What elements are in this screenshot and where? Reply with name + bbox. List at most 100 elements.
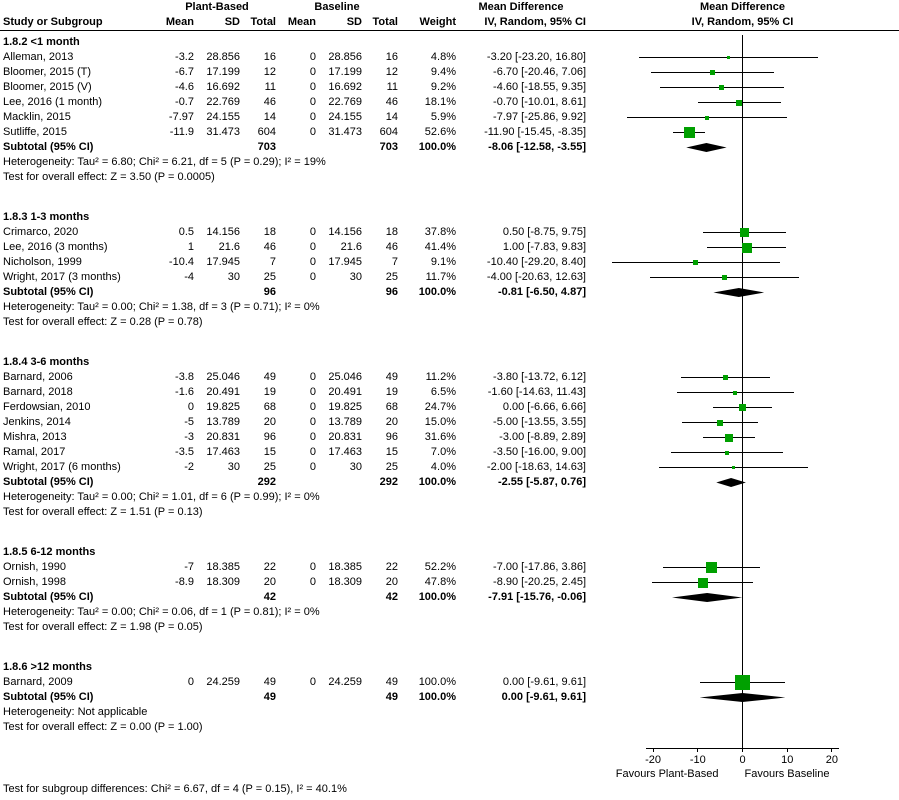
col-weight-header: Weight <box>419 16 456 28</box>
plantbased-total: 46 <box>263 241 276 253</box>
plantbased-mean: -5 <box>184 416 194 428</box>
md-ci-text: -4.60 [-18.55, 9.35] <box>493 81 586 93</box>
empty-cell <box>316 590 362 605</box>
subgroup-label: 1.8.2 <1 month <box>3 36 80 48</box>
plot-cell <box>586 385 899 400</box>
plantbased-sd: 16.692 <box>206 81 240 93</box>
plantbased-total: 46 <box>263 96 276 108</box>
study-name: Macklin, 2015 <box>3 111 71 123</box>
baseline-sd: 13.789 <box>328 416 362 428</box>
baseline-mean: 0 <box>309 576 316 588</box>
axis-tick <box>742 748 743 752</box>
plot-cell <box>586 240 899 255</box>
baseline-mean: 0 <box>309 461 316 473</box>
subtotal-row: Subtotal (95% CI) 292 292 100.0% -2.55 [-5.8… <box>0 475 899 490</box>
baseline-sd: 17.463 <box>328 446 362 458</box>
plot-cell <box>586 50 899 65</box>
plantbased-total: 11 <box>264 81 276 93</box>
plantbased-sd: 30 <box>227 271 240 283</box>
baseline-mean: 0 <box>309 241 316 253</box>
subtotal-weight: 100.0% <box>418 591 456 603</box>
plantbased-sd: 14.156 <box>206 226 240 238</box>
plantbased-total: 16 <box>263 51 276 63</box>
study-row: Bloomer, 2015 (V) -4.6 16.692 11 0 16.692 11 9.… <box>0 80 899 95</box>
weight-value: 7.0% <box>430 446 456 458</box>
md-ci-text: -7.00 [-17.86, 3.86] <box>493 561 586 573</box>
weight-value: 41.4% <box>424 241 456 253</box>
empty-cell <box>194 285 240 300</box>
baseline-mean: 0 <box>309 256 316 268</box>
subgroup-header-row: 1.8.5 6-12 months <box>0 545 899 560</box>
subtotal-md-ci-text: 0.00 [-9.61, 9.61] <box>501 691 586 703</box>
spacer-row <box>0 635 899 660</box>
empty-cell <box>276 690 316 705</box>
baseline-mean: 0 <box>309 66 316 78</box>
baseline-total: 49 <box>385 371 398 383</box>
plantbased-total: 22 <box>263 561 276 573</box>
heterogeneity-text-row: Heterogeneity: Tau² = 6.80; Chi² = 6.21,… <box>0 155 899 170</box>
plot-cell <box>586 690 899 705</box>
effect-square <box>733 390 738 395</box>
plot-cell <box>586 575 899 590</box>
plantbased-mean: -6.7 <box>175 66 194 78</box>
baseline-total: 15 <box>385 446 398 458</box>
plot-cell <box>586 95 899 110</box>
plot-cell <box>586 35 899 50</box>
plantbased-total: 20 <box>263 576 276 588</box>
subtotal-weight: 100.0% <box>418 476 456 488</box>
zero-line <box>742 605 743 620</box>
zero-line <box>742 590 743 605</box>
study-name: Bloomer, 2015 (V) <box>3 81 92 93</box>
axis-area: -20 -10 0 10 20 Favours Plant-Based Favours Ba… <box>586 748 899 782</box>
plantbased-mean: -10.4 <box>168 256 194 268</box>
heterogeneity-text: Heterogeneity: Tau² = 0.00; Chi² = 0.06,… <box>3 606 320 618</box>
overall-effect-text: Test for overall effect: Z = 0.00 (P = 1… <box>3 721 203 733</box>
heterogeneity-text-row: Heterogeneity: Tau² = 0.00; Chi² = 1.38,… <box>0 300 899 315</box>
subtotal-weight: 100.0% <box>418 691 456 703</box>
plot-cell <box>586 505 899 520</box>
study-name: Barnard, 2006 <box>3 371 73 383</box>
col-sd1-header: SD <box>224 16 240 28</box>
study-name: Nicholson, 1999 <box>3 256 82 268</box>
axis-tick-label: -10 <box>689 754 706 766</box>
axis-left-spacer <box>0 748 586 782</box>
plot-cell <box>586 635 899 660</box>
plantbased-sd: 20.831 <box>206 431 240 443</box>
baseline-mean: 0 <box>309 416 316 428</box>
zero-line <box>742 660 743 675</box>
subtotal-baseline-total: 96 <box>385 286 398 298</box>
plantbased-sd: 17.199 <box>206 66 240 78</box>
plantbased-sd: 28.856 <box>206 51 240 63</box>
subtotal-row: Subtotal (95% CI) 42 42 100.0% -7.91 [-15.76… <box>0 590 899 605</box>
plot-cell <box>586 705 899 720</box>
plantbased-mean: 0 <box>187 401 194 413</box>
heterogeneity-text: Heterogeneity: Not applicable <box>3 706 148 718</box>
baseline-total: 25 <box>385 271 398 283</box>
col-study-header: Study or Subgroup <box>3 16 103 28</box>
study-row: Ferdowsian, 2010 0 19.825 68 0 19.825 68 24.7% 0… <box>0 400 899 415</box>
plantbased-mean: -4 <box>184 271 194 283</box>
overall-effect-text-row: Test for overall effect: Z = 1.51 (P = 0… <box>0 505 899 520</box>
baseline-sd: 20.491 <box>328 386 362 398</box>
md-ci-text: -3.50 [-16.00, 9.00] <box>493 446 586 458</box>
plantbased-mean: -0.7 <box>175 96 194 108</box>
axis-tick-label: 10 <box>781 754 794 766</box>
subtotal-md-ci-text: -0.81 [-6.50, 4.87] <box>497 286 586 298</box>
subtotal-baseline-total: 703 <box>379 141 398 153</box>
md-ci-text: -4.00 [-20.63, 12.63] <box>486 271 586 283</box>
empty-cell <box>316 690 362 705</box>
study-row: Wright, 2017 (3 months) -4 30 25 0 30 25 11.7% -… <box>0 270 899 285</box>
study-row: Macklin, 2015 -7.97 24.155 14 0 24.155 14 5.9% -… <box>0 110 899 125</box>
effect-square <box>740 228 750 237</box>
baseline-mean: 0 <box>309 431 316 443</box>
baseline-mean: 0 <box>309 561 316 573</box>
zero-line <box>742 210 743 225</box>
subtotal-label: Subtotal (95% CI) <box>3 141 94 153</box>
zero-line <box>742 140 743 155</box>
plantbased-mean: -3 <box>184 431 194 443</box>
empty-cell <box>276 590 316 605</box>
baseline-total: 20 <box>385 416 398 428</box>
study-row: Lee, 2016 (1 month) -0.7 22.769 46 0 22.769 46… <box>0 95 899 110</box>
plantbased-mean: 1 <box>187 241 194 253</box>
baseline-sd: 25.046 <box>328 371 362 383</box>
